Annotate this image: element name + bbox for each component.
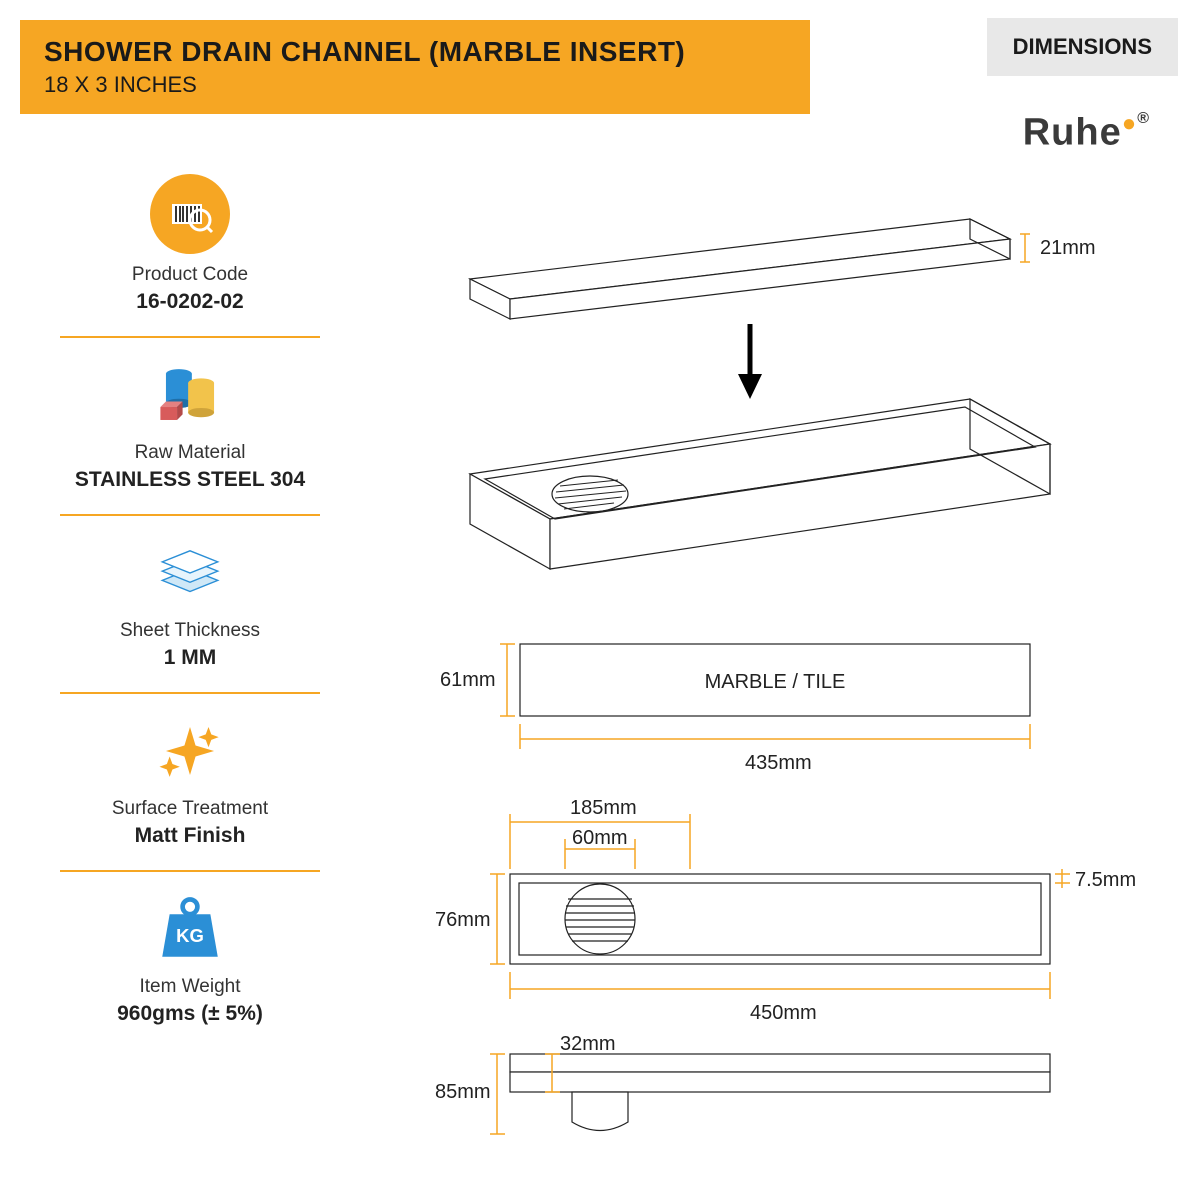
dim-61mm: 61mm <box>440 669 496 691</box>
spec-label: Sheet Thickness <box>60 620 320 642</box>
dim-32mm: 32mm <box>560 1033 616 1055</box>
barrels-icon <box>153 358 227 432</box>
brand-text: Ruhe <box>1023 112 1122 154</box>
spec-value: 16-0202-02 <box>60 290 320 314</box>
spec-value: STAINLESS STEEL 304 <box>60 468 320 492</box>
iso-bottom-tray <box>470 399 1050 569</box>
tile-label: MARBLE / TILE <box>705 671 846 693</box>
tile-plate: MARBLE / TILE 61mm 435mm <box>440 644 1030 774</box>
svg-text:KG: KG <box>176 925 204 946</box>
sparkle-icon <box>153 714 227 788</box>
spec-raw-material: Raw Material STAINLESS STEEL 304 <box>60 338 320 516</box>
brand-logo: Ruhe●® <box>1023 110 1150 155</box>
spec-value: Matt Finish <box>60 824 320 848</box>
spec-label: Surface Treatment <box>60 798 320 820</box>
dim-7-5mm: 7.5mm <box>1075 869 1136 891</box>
side-view: 32mm 85mm <box>435 1033 1050 1134</box>
spec-item-weight: KG Item Weight 960gms (± 5%) <box>60 872 320 1048</box>
top-view: 185mm 60mm 76mm 7.5mm 45 <box>435 797 1136 1024</box>
specs-column: Product Code 16-0202-02 Raw Material STA <box>20 154 320 1179</box>
arrow-down-icon <box>738 324 762 399</box>
header-bar: SHOWER DRAIN CHANNEL (MARBLE INSERT) 18 … <box>20 20 810 114</box>
spec-product-code: Product Code 16-0202-02 <box>60 154 320 338</box>
dim-85mm: 85mm <box>435 1081 491 1103</box>
dimensions-diagram: 21mm <box>320 154 1180 1179</box>
product-title: SHOWER DRAIN CHANNEL (MARBLE INSERT) <box>44 36 786 68</box>
spec-label: Raw Material <box>60 442 320 464</box>
brand-droplet-icon: ● <box>1122 110 1138 137</box>
spec-label: Item Weight <box>60 976 320 998</box>
spec-value: 960gms (± 5%) <box>60 1002 320 1026</box>
spec-label: Product Code <box>60 264 320 286</box>
dim-450mm: 450mm <box>750 1002 817 1024</box>
weight-icon: KG <box>153 892 227 966</box>
barcode-icon <box>150 174 230 254</box>
dim-76mm: 76mm <box>435 909 491 931</box>
sheets-icon <box>153 536 227 610</box>
iso-top-tray: 21mm <box>470 219 1096 319</box>
spec-value: 1 MM <box>60 646 320 670</box>
dim-185mm: 185mm <box>570 797 637 819</box>
product-subtitle: 18 X 3 INCHES <box>44 72 786 98</box>
dim-21mm: 21mm <box>1040 237 1096 259</box>
dim-435mm: 435mm <box>745 752 812 774</box>
spec-sheet-thickness: Sheet Thickness 1 MM <box>60 516 320 694</box>
dimensions-badge: DIMENSIONS <box>987 18 1178 76</box>
spec-surface-treatment: Surface Treatment Matt Finish <box>60 694 320 872</box>
dim-60mm: 60mm <box>572 827 628 849</box>
